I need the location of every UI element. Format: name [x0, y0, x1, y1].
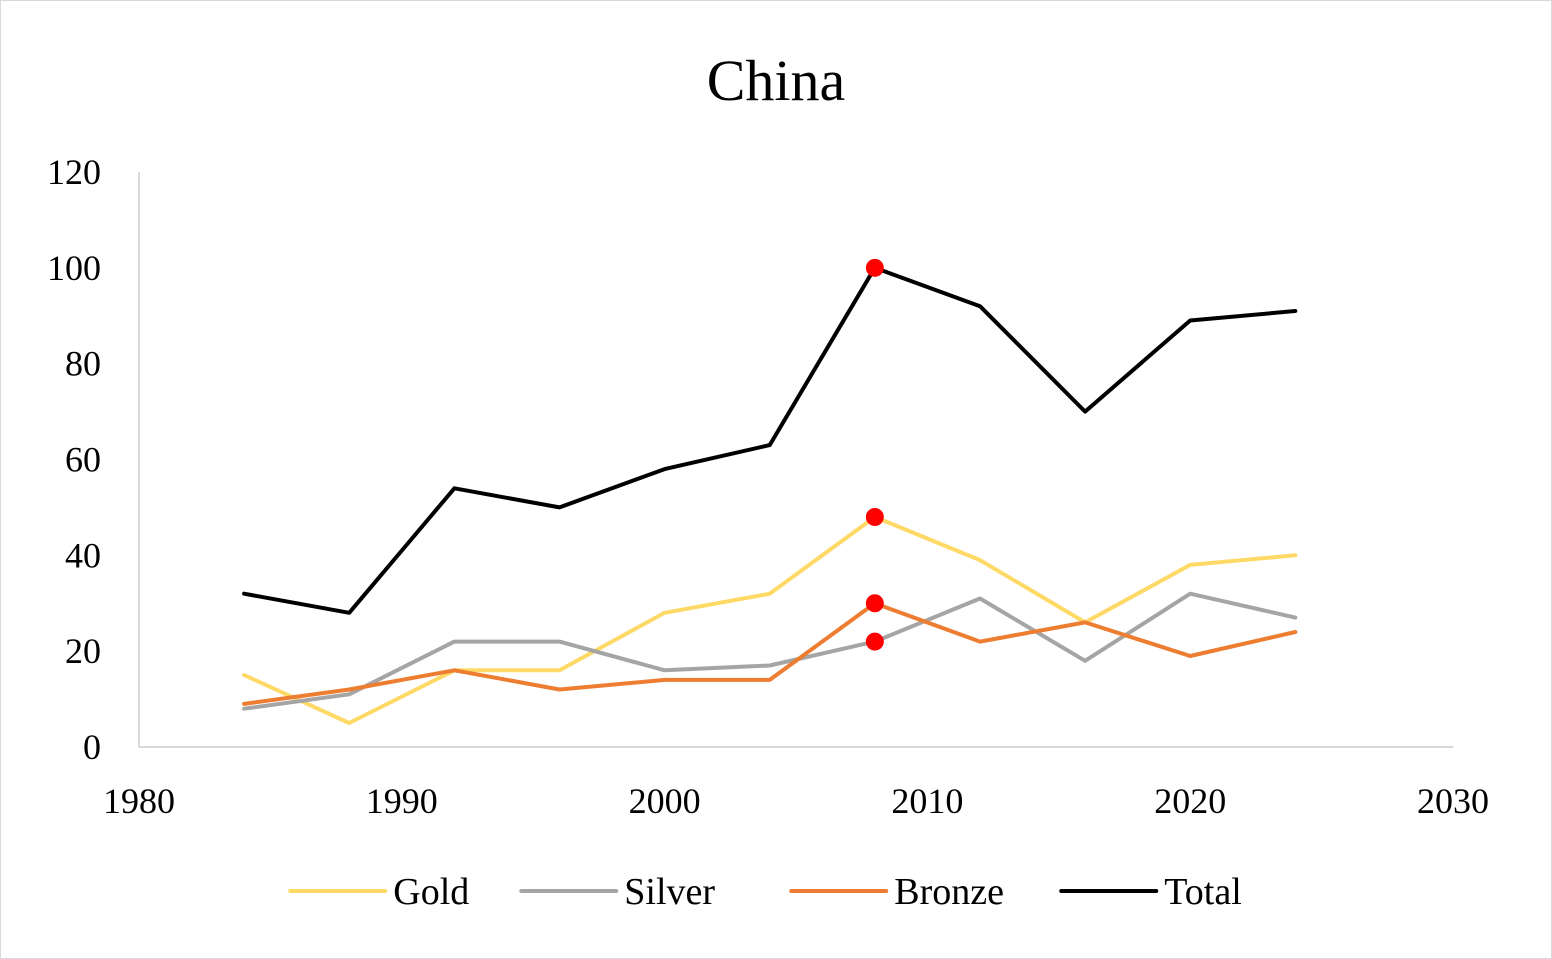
highlight-markers: [865, 258, 884, 651]
x-tick-label: 2010: [891, 781, 963, 821]
highlight-point: [865, 594, 884, 613]
series-lines: [242, 265, 1298, 725]
y-tick-label: 60: [65, 440, 101, 480]
x-tick-label: 1980: [103, 781, 175, 821]
legend-label-bronze: Bronze: [894, 871, 1004, 913]
series-line-bronze: [242, 601, 1298, 706]
chart-title: China: [707, 48, 846, 113]
series-line-silver: [242, 591, 1298, 711]
y-tick-label: 100: [47, 248, 101, 288]
legend-label-total: Total: [1164, 871, 1242, 913]
y-tick-label: 120: [47, 152, 101, 192]
highlight-point: [865, 258, 884, 277]
x-tick-label: 2000: [629, 781, 701, 821]
legend-label-gold: Gold: [393, 871, 469, 913]
x-tick-label: 2020: [1154, 781, 1226, 821]
series-line-gold: [242, 515, 1298, 725]
y-tick-label: 0: [83, 727, 101, 767]
legend-label-silver: Silver: [624, 871, 715, 913]
series-line-total: [242, 265, 1298, 615]
y-tick-label: 20: [65, 631, 101, 671]
highlight-point: [865, 508, 884, 526]
x-tick-label: 2030: [1417, 781, 1489, 821]
y-tick-label: 40: [65, 535, 101, 575]
axes: 0 20 40 60 80 100 120 1980 1990 2000 2010 2020 2030: [47, 152, 1489, 821]
highlight-point: [865, 632, 884, 651]
y-tick-label: 80: [65, 344, 101, 384]
x-tick-label: 1990: [366, 781, 438, 821]
legend: Gold Silver Bronze Total: [288, 871, 1242, 913]
